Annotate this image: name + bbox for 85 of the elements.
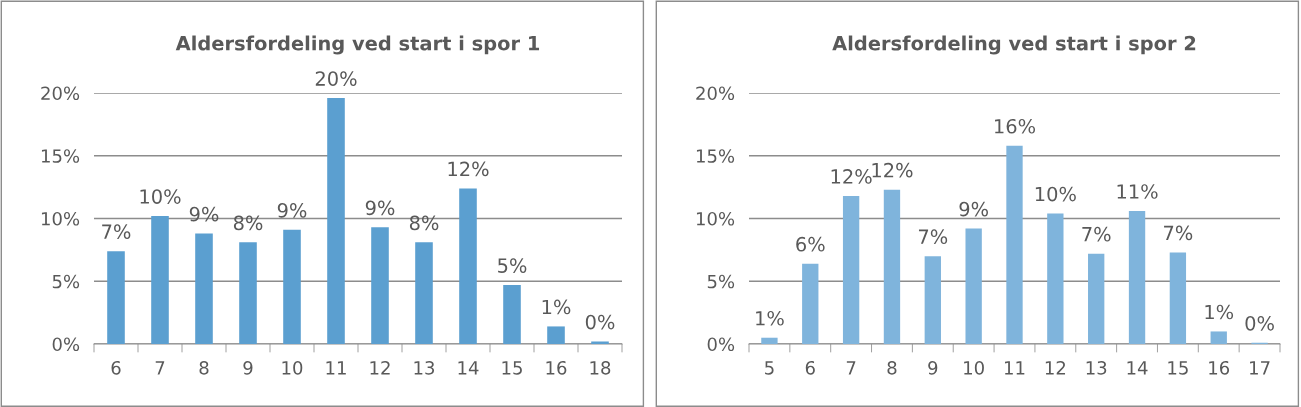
bar [415,242,433,344]
bar [761,337,778,344]
data-label: 12% [872,162,913,178]
data-label: 11% [1117,184,1158,199]
bar [283,229,301,344]
bar [107,251,125,344]
x-tick-label: 14 [1127,361,1148,375]
data-label: 12% [831,169,872,184]
bar [151,215,169,344]
y-tick-label: 20% [41,86,80,101]
x-tick-label: 8 [887,360,897,375]
bar [802,263,819,344]
y-tick-label: 0% [52,337,80,352]
x-tick-label: 10 [282,360,303,375]
x-tick-label: 12 [1045,360,1066,375]
bar [327,98,345,344]
data-label: 9% [365,200,395,216]
x-tick-label: 7 [155,361,165,375]
x-tick-label: 13 [414,360,435,375]
y-tick-label: 20% [696,86,735,101]
x-tick-label: 15 [502,361,522,375]
bar [547,326,565,344]
bar [1210,331,1227,344]
x-tick-label: 6 [805,360,815,375]
bar [1088,253,1105,344]
data-label: 0% [585,314,615,330]
bar [1128,210,1146,344]
bar [965,228,982,344]
data-label: 16% [995,118,1036,134]
x-tick-label: 9 [928,360,938,375]
bar [1006,145,1023,344]
y-tick-label: 0% [707,337,735,352]
y-tick-label: 5% [52,274,80,289]
bar [1047,213,1064,344]
data-label: 7% [1082,226,1111,242]
chart-title: Aldersfordeling ved start i spor 2 [832,35,1196,55]
data-label: 7% [1164,225,1193,241]
bar [842,195,860,344]
bar [883,189,901,344]
data-label: 6% [796,236,825,252]
x-tick-label: 5 [765,361,774,375]
data-label: 9% [959,201,988,217]
data-label: 5% [498,258,527,273]
data-label: 8% [409,215,439,231]
data-label: 7% [918,229,948,245]
bar [195,233,213,344]
data-label: 1% [1205,304,1234,320]
x-tick-label: 16 [546,360,567,375]
bar [371,227,389,344]
x-tick-label: 15 [1168,361,1188,375]
x-tick-label: 8 [199,360,209,375]
bar [924,256,941,344]
x-tick-label: 9 [243,360,253,375]
x-tick-label: 13 [1086,360,1107,375]
bar [1169,252,1187,344]
x-tick-label: 16 [1209,360,1230,375]
bar [459,188,477,344]
chart-title: Aldersfordeling ved start i spor 1 [175,35,540,55]
x-tick-label: 18 [590,360,611,375]
y-tick-label: 10% [696,211,735,226]
y-tick-label: 15% [696,149,735,163]
data-label: 1% [542,299,571,315]
data-label: 7% [102,224,131,240]
x-tick-label: 6 [111,360,121,375]
y-tick-label: 10% [41,211,80,226]
data-label: 20% [315,71,357,86]
bar [591,341,609,344]
bar [503,285,521,344]
x-tick-label: 17 [1250,361,1270,375]
x-tick-label: 12 [370,360,390,375]
x-tick-label: 11 [326,361,346,375]
y-tick-label: 5% [707,274,735,289]
bar [239,242,257,344]
x-tick-label: 11 [1005,361,1025,375]
y-tick-label: 15% [41,149,80,163]
x-tick-label: 10 [964,360,984,375]
data-label: 10% [140,189,181,204]
data-label: 1% [756,310,784,326]
data-label: 0% [1245,315,1274,331]
x-tick-label: 14 [458,361,479,375]
data-label: 12% [448,161,489,177]
data-label: 8% [233,215,263,231]
x-tick-label: 7 [846,361,856,375]
data-label: 9% [277,202,307,218]
data-label: 10% [1035,186,1076,202]
